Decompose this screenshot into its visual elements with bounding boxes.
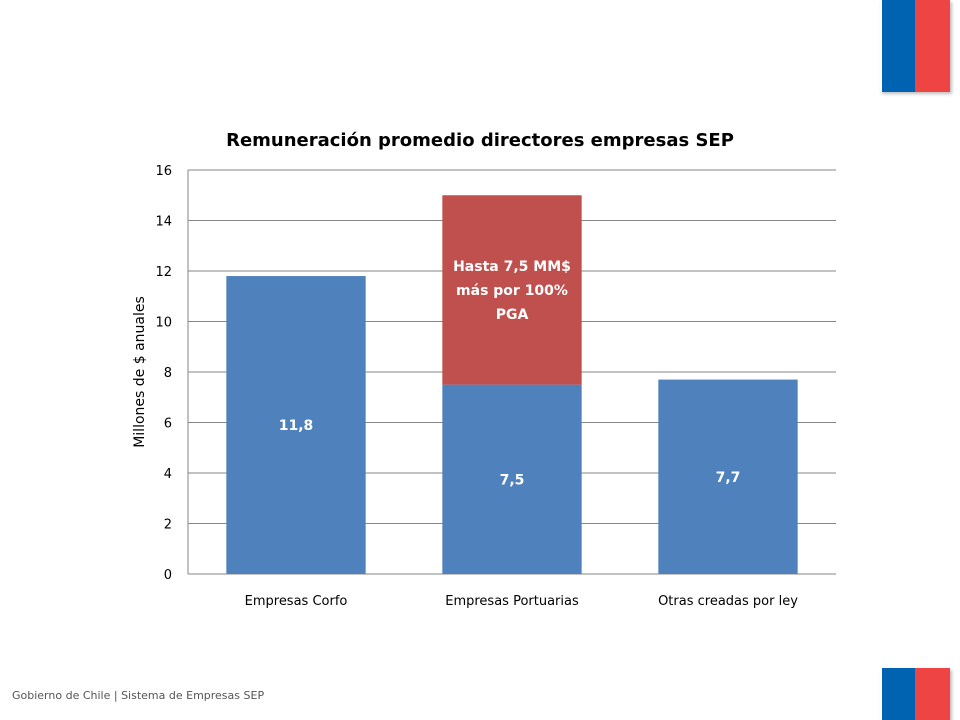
bar-segment [226, 276, 366, 574]
y-tick-label: 12 [155, 265, 172, 280]
y-tick-label: 6 [164, 417, 172, 432]
y-tick-label: 4 [164, 467, 172, 482]
flag-blue-stripe [882, 668, 915, 720]
bar-segment [658, 379, 798, 574]
bar-segment [442, 384, 582, 574]
y-tick-label: 14 [155, 215, 172, 230]
data-label: 11,8 [279, 418, 314, 434]
y-tick-label: 0 [164, 568, 172, 583]
flag-logo-top [880, 0, 950, 92]
x-category-label: Empresas Corfo [245, 594, 348, 609]
chart-title: Remuneración promedio directores empresa… [226, 130, 734, 151]
data-label: 7,5 [500, 472, 525, 488]
x-category-label: Empresas Portuarias [445, 594, 579, 609]
y-tick-label: 2 [164, 518, 172, 533]
data-label-line: PGA [496, 307, 529, 323]
flag-blue-stripe [882, 0, 915, 92]
footer-text: Gobierno de Chile | Sistema de Empresas … [12, 689, 265, 702]
data-label: 7,7 [716, 470, 741, 486]
flag-logo-bottom [880, 668, 950, 720]
data-label-annotation: Hasta 7,5 MM$ más por 100% PGA [453, 259, 571, 323]
flag-red-stripe [915, 0, 950, 92]
y-tick-labels: 0 2 4 6 8 10 12 14 16 [155, 164, 172, 583]
y-tick-label: 8 [164, 366, 172, 381]
y-tick-label: 10 [155, 316, 172, 331]
bars [226, 195, 798, 574]
data-labels: 11,8 7,5 Hasta 7,5 MM$ más por 100% PGA 7,7 [279, 259, 741, 488]
data-label-line: Hasta 7,5 MM$ [453, 259, 571, 275]
y-axis-label: Millones de $ anuales [132, 296, 148, 448]
flag-red-stripe [915, 668, 950, 720]
data-label-line: más por 100% [456, 283, 568, 299]
y-tick-label: 16 [155, 164, 172, 179]
x-category-label: Otras creadas por ley [658, 594, 798, 609]
bar-segment [442, 195, 582, 385]
x-category-labels: Empresas Corfo Empresas Portuarias Otras c… [245, 594, 799, 609]
